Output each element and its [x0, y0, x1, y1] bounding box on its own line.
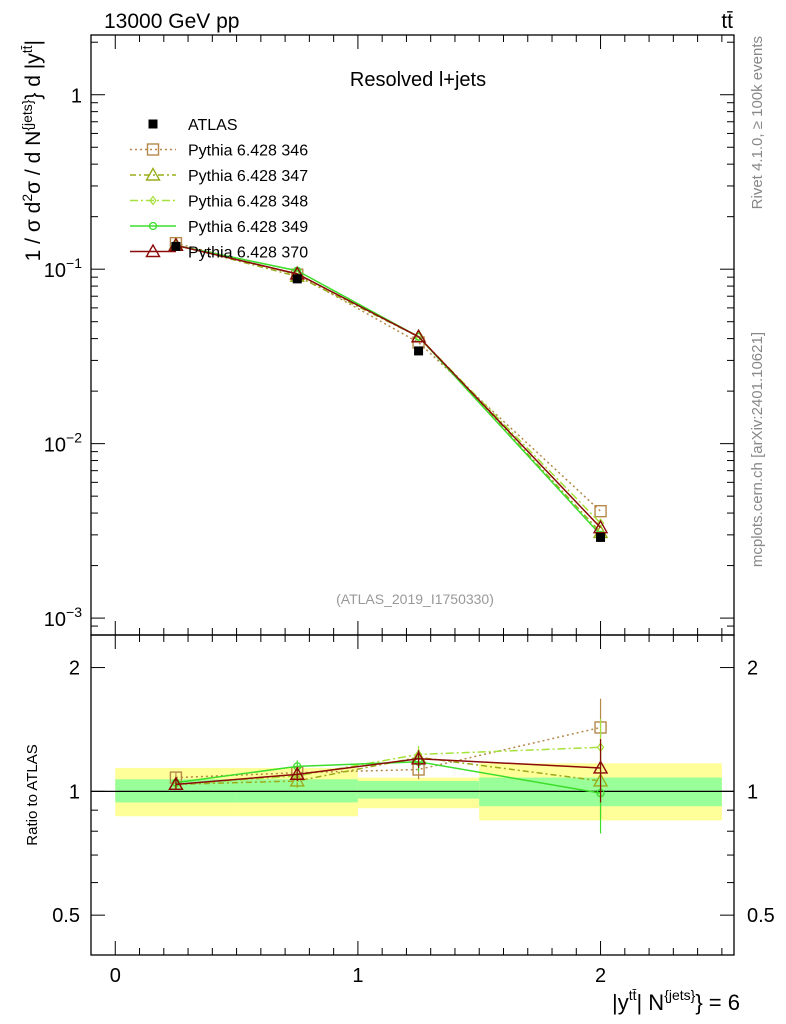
ratio-series-1-point	[289, 773, 305, 787]
ratio-series-line-3	[175, 761, 601, 794]
legend-label-1: Pythia 6.428 347	[188, 168, 308, 185]
legend-label-3: Pythia 6.428 349	[188, 219, 308, 236]
ratio-y-tick-label: 2	[69, 658, 80, 680]
ratio-series-line-1	[175, 756, 601, 786]
ratio-series-4-point	[592, 760, 609, 774]
legend-marker-3	[148, 221, 158, 231]
band-inner-2	[357, 780, 480, 799]
x-tick-label: 1	[352, 965, 363, 987]
legend-marker-4	[145, 243, 161, 258]
legend: ATLAS Pythia 6.428 346 Pythia 6.428 347 Pyt…	[130, 117, 308, 262]
ratio-y-tick-label-right: 1	[747, 781, 758, 803]
ratio-series-line-4	[175, 758, 601, 786]
legend-marker-2	[149, 195, 157, 206]
y-tick-label: 10−1	[44, 255, 82, 282]
series-0-point	[412, 336, 425, 349]
ratio-y-tick-label-right: 0.5	[747, 905, 775, 927]
legend-label-0: Pythia 6.428 346	[188, 143, 308, 160]
atlas-data-point	[596, 532, 606, 542]
ratio-series-4-point	[168, 776, 184, 791]
atlas-data-point	[292, 274, 302, 284]
series-4-point	[410, 328, 427, 343]
analysis-watermark: (ATLAS_2019_I1750330)	[336, 591, 494, 607]
x-tick-label: 0	[110, 965, 121, 987]
legend-label-4: Pythia 6.428 370	[188, 245, 308, 262]
series-line-0	[175, 242, 602, 512]
series-line-4	[175, 244, 602, 529]
y-tick-label: 10−3	[44, 604, 82, 631]
series-line-3	[175, 244, 602, 536]
atlas-data-point	[171, 241, 181, 251]
y-tick-label: 1	[71, 86, 82, 108]
legend-marker-0	[146, 143, 160, 156]
y-tick-label: 10−2	[44, 430, 82, 457]
ratio-y-tick-label-right: 2	[747, 658, 758, 680]
series-line-1	[175, 244, 602, 533]
ratio-series-line-2	[175, 746, 601, 786]
header-left: 13000 GeV pp	[104, 10, 239, 33]
main-panel: 0 1 2 1 10−1 10−2 10−3	[44, 35, 734, 987]
x-axis-title: |ytt̄| N{jets}} = 6	[612, 987, 740, 1015]
legend-label-2: Pythia 6.428 348	[188, 194, 308, 211]
header-right: tt̄	[721, 10, 733, 33]
series-4-point	[592, 519, 609, 534]
legend-marker-1	[145, 167, 161, 181]
atlas-data-point	[414, 346, 424, 356]
legend-atlas-label: ATLAS	[188, 117, 238, 134]
ratio-series-4-point	[410, 750, 427, 765]
series-line-2	[175, 244, 602, 524]
ratio-frame	[90, 634, 735, 956]
mcplots-label: mcplots.cern.ch [arXiv:2401.10621]	[749, 332, 766, 567]
ratio-panel: 0.5 0.5 1 1 2 2	[52, 658, 775, 956]
ratio-y-tick-label: 1	[69, 781, 80, 803]
series-0-point	[594, 504, 607, 518]
ratio-series-4-point	[289, 766, 305, 781]
chart-title: Resolved l+jets	[350, 69, 486, 91]
ratio-y-tick-label: 0.5	[52, 905, 80, 927]
ratio-y-axis-title: Ratio to ATLAS	[24, 744, 41, 845]
main-y-axis-title: 1 / σ d2σ / d N{jets}} d |ytt̄|	[19, 40, 45, 261]
legend-atlas-marker	[148, 119, 158, 129]
rivet-label: Rivet 4.1.0, ≥ 100k events	[749, 36, 766, 209]
x-tick-label: 2	[595, 965, 606, 987]
